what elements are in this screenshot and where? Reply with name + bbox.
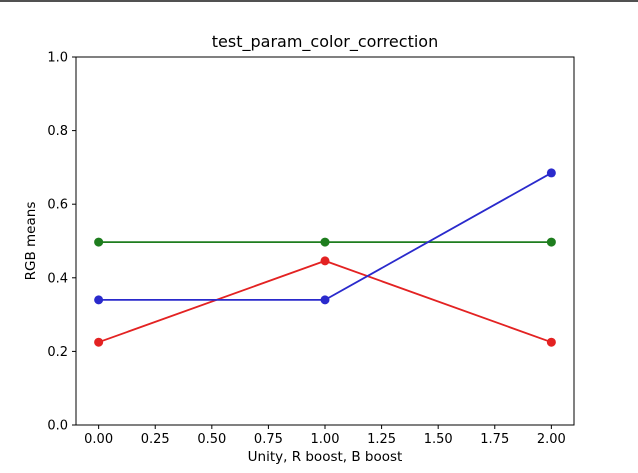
data-point-red-mean xyxy=(94,337,104,347)
data-point-green-mean xyxy=(94,237,104,247)
data-point-green-mean xyxy=(546,237,556,247)
y-tick-label: 0.0 xyxy=(47,419,68,434)
y-tick-label: 0.2 xyxy=(47,345,68,360)
x-tick-label: 0.50 xyxy=(197,432,226,447)
y-tick-label: 0.4 xyxy=(47,271,68,286)
x-tick-label: 1.00 xyxy=(311,432,340,447)
data-point-green-mean xyxy=(320,237,330,247)
y-tick-label: 0.8 xyxy=(47,124,68,139)
series-line-blue-mean xyxy=(97,172,553,301)
x-tick-label: 1.50 xyxy=(424,432,453,447)
chart-title: test_param_color_correction xyxy=(211,32,439,51)
x-tick-label: 0.75 xyxy=(254,432,283,447)
x-tick-label: 0.25 xyxy=(141,432,170,447)
data-point-blue-mean xyxy=(546,168,556,178)
x-tick-label: 1.75 xyxy=(480,432,509,447)
x-tick-label: 2.00 xyxy=(537,432,566,447)
window-top-edge xyxy=(0,0,638,2)
data-point-red-mean xyxy=(320,256,330,266)
y-tick-label: 1.0 xyxy=(47,51,68,66)
data-point-blue-mean xyxy=(320,295,330,305)
data-point-blue-mean xyxy=(94,295,104,305)
x-tick-label: 1.25 xyxy=(367,432,396,447)
x-tick-label: 0.00 xyxy=(84,432,113,447)
x-axis-label: Unity, R boost, B boost xyxy=(247,449,403,465)
data-point-red-mean xyxy=(546,337,556,347)
y-tick-label: 0.6 xyxy=(47,198,68,213)
